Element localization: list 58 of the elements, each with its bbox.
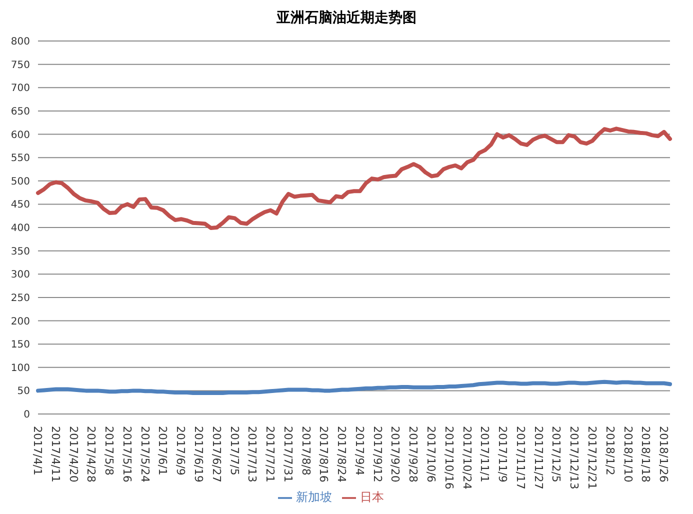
y-tick-label: 100 bbox=[10, 362, 30, 374]
x-tick-label: 2017/11/27 bbox=[532, 426, 545, 490]
x-tick-label: 2017/11/9 bbox=[496, 426, 510, 482]
x-tick-label: 2018/1/2 bbox=[603, 426, 616, 476]
x-tick-label: 2017/6/1 bbox=[156, 426, 170, 476]
y-tick-label: 200 bbox=[10, 316, 30, 328]
y-tick-label: 700 bbox=[10, 83, 30, 94]
x-tick-label: 2017/4/1 bbox=[31, 426, 44, 476]
x-tick-label: 2017/9/20 bbox=[388, 426, 402, 482]
y-tick-label: 650 bbox=[10, 106, 30, 118]
y-tick-label: 550 bbox=[10, 153, 30, 164]
x-tick-label: 2017/7/13 bbox=[246, 426, 259, 482]
x-tick-label: 2017/12/5 bbox=[550, 426, 563, 482]
y-tick-label: 0 bbox=[24, 410, 30, 421]
legend-label: 新加坡 bbox=[296, 490, 332, 504]
x-tick-label: 2017/10/16 bbox=[442, 426, 456, 490]
x-tick-label: 2017/12/13 bbox=[568, 426, 581, 490]
x-tick-label: 2017/10/24 bbox=[460, 426, 474, 490]
x-tick-label: 2018/1/18 bbox=[639, 426, 652, 482]
x-tick-label: 2017/6/27 bbox=[210, 426, 223, 482]
chart-title: 亚洲石脑油近期走势图 bbox=[276, 9, 418, 28]
y-tick-label: 150 bbox=[10, 340, 30, 351]
x-tick-label: 2017/9/28 bbox=[406, 426, 420, 482]
x-tick-label: 2017/5/16 bbox=[120, 426, 134, 482]
x-tick-label: 2017/8/8 bbox=[299, 426, 312, 476]
y-tick-label: 800 bbox=[10, 36, 30, 48]
x-tick-label: 2017/6/19 bbox=[192, 426, 205, 482]
x-tick-label: 2017/4/20 bbox=[66, 426, 80, 482]
y-tick-label: 500 bbox=[10, 176, 30, 188]
y-tick-label: 50 bbox=[17, 386, 30, 398]
y-tick-label: 600 bbox=[10, 130, 30, 141]
y-tick-label: 350 bbox=[10, 246, 30, 258]
x-tick-label: 2017/10/6 bbox=[424, 426, 438, 482]
x-tick-label: 2017/11/17 bbox=[514, 426, 527, 490]
x-tick-label: 2017/5/8 bbox=[102, 426, 116, 476]
x-tick-label: 2017/11/1 bbox=[478, 426, 492, 482]
x-tick-label: 2017/6/9 bbox=[174, 426, 188, 476]
x-tick-label: 2017/12/21 bbox=[585, 426, 598, 490]
y-tick-label: 400 bbox=[10, 223, 30, 234]
y-tick-label: 750 bbox=[10, 60, 30, 71]
x-tick-label: 2017/4/28 bbox=[84, 426, 98, 482]
legend-label: 日本 bbox=[360, 490, 384, 504]
x-tick-label: 2017/9/4 bbox=[352, 426, 366, 476]
line-series bbox=[36, 126, 672, 230]
x-tick-label: 2018/1/10 bbox=[621, 426, 634, 482]
x-tick-label: 2017/4/11 bbox=[48, 426, 62, 482]
x-tick-label: 2017/7/31 bbox=[281, 426, 294, 482]
line-series bbox=[36, 380, 672, 396]
x-tick-label: 2017/7/21 bbox=[264, 426, 277, 482]
x-tick-label: 2017/8/24 bbox=[335, 426, 348, 482]
x-tick-label: 2018/1/26 bbox=[657, 426, 670, 482]
x-tick-label: 2017/9/12 bbox=[370, 426, 384, 482]
y-tick-label: 250 bbox=[10, 292, 30, 304]
y-tick-label: 300 bbox=[10, 270, 30, 281]
y-tick-label: 450 bbox=[10, 200, 30, 211]
x-tick-label: 2017/7/5 bbox=[228, 426, 241, 476]
x-tick-label: 2017/8/16 bbox=[317, 426, 330, 482]
x-tick-label: 2017/5/24 bbox=[138, 426, 152, 482]
